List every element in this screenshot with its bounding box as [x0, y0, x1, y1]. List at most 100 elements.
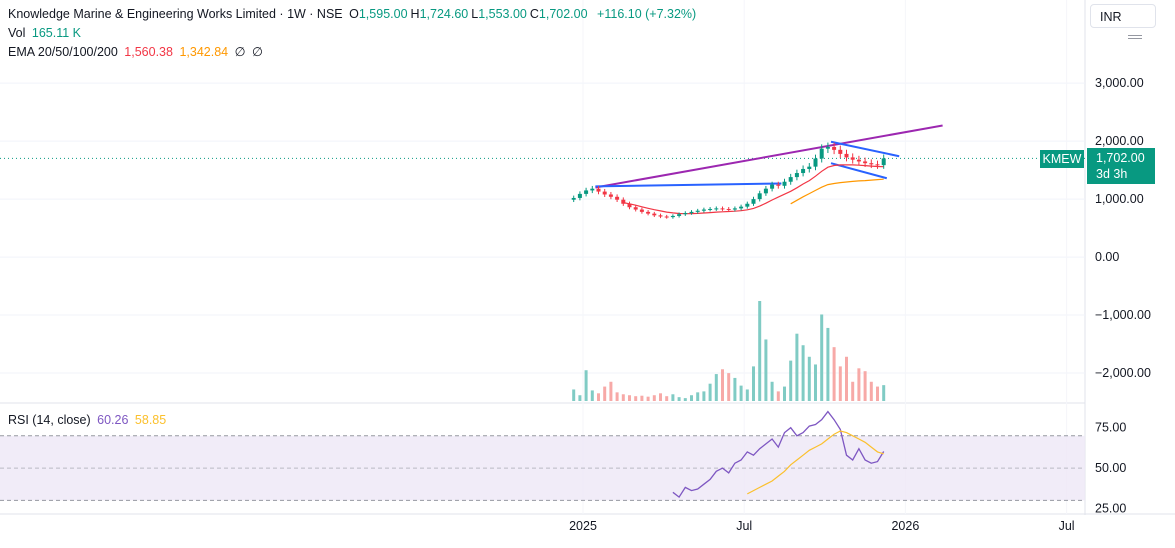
price-tick-label: −1,000.00	[1095, 308, 1151, 322]
candle-body	[633, 207, 638, 210]
volume-bar	[807, 356, 811, 401]
candle-body	[751, 199, 756, 204]
candle-body	[732, 208, 737, 210]
candle-body	[757, 193, 762, 200]
volume-bar	[789, 360, 793, 401]
volume-bar	[745, 389, 749, 401]
volume-label: Vol	[8, 26, 26, 40]
ohlc-value-h: 1,724.60	[419, 7, 469, 21]
price-tick-label: 1,000.00	[1095, 192, 1144, 206]
ohlc-label-h: H	[410, 7, 420, 21]
candle-body	[584, 190, 589, 194]
trendline-blue	[595, 182, 782, 188]
candle-body	[825, 146, 830, 149]
candle-body	[577, 193, 582, 198]
volume-bar	[572, 389, 576, 401]
price-change: +116.10 (+7.32%)	[597, 7, 697, 21]
candle-body	[596, 188, 601, 192]
candle-body	[615, 196, 620, 200]
ema100-value: ∅	[234, 45, 246, 59]
rsi-value: 60.26	[97, 413, 129, 427]
volume-bar	[795, 333, 799, 401]
volume-bar	[628, 395, 631, 401]
rsi-tick-label: 75.00	[1095, 421, 1126, 435]
time-tick-label: Jul	[736, 519, 752, 533]
candle-body	[677, 214, 682, 216]
candle-body	[863, 161, 868, 164]
candle-body	[621, 199, 626, 204]
candle-body	[832, 146, 837, 150]
volume-bar	[838, 366, 842, 401]
candle-body	[838, 149, 843, 154]
volume-bar	[584, 370, 588, 401]
rsi-tick-label: 50.00	[1095, 461, 1126, 475]
volume-bar	[770, 381, 774, 401]
candle-body	[602, 191, 607, 195]
candle-body	[782, 181, 787, 186]
volume-bar	[659, 393, 662, 401]
candle-body	[869, 163, 874, 165]
candle-body	[608, 194, 613, 197]
candle-body	[739, 206, 744, 209]
volume-bar	[882, 385, 886, 401]
time-tick-label: 2025	[569, 519, 597, 533]
symbol-tag: KMEW	[1040, 150, 1084, 168]
drag-handle-icon[interactable]	[1128, 35, 1142, 39]
volume-bar	[783, 386, 786, 401]
rsi-ma-value: 58.85	[134, 413, 167, 427]
ohlc-value-l: 1,553.00	[478, 7, 527, 21]
volume-bar	[671, 394, 675, 401]
last-price-tag: 1,702.00 3d 3h	[1087, 148, 1155, 184]
price-tick-label: 3,000.00	[1095, 76, 1144, 90]
volume-bar	[621, 394, 625, 401]
volume-bar	[609, 381, 613, 401]
ema50-line	[790, 178, 884, 205]
candle-body	[770, 184, 775, 189]
last-price: 1,702.00	[1096, 151, 1145, 165]
price-tick-label: −2,000.00	[1095, 366, 1151, 380]
candle-body	[689, 211, 694, 214]
rsi-line	[672, 410, 885, 499]
volume-value: 165.11 K	[31, 26, 81, 40]
ema50-value: 1,342.84	[179, 45, 229, 59]
volume-bar	[603, 386, 607, 401]
candle-body	[720, 208, 725, 210]
volume-bar	[578, 395, 582, 401]
volume-bar	[727, 373, 731, 401]
candle-body	[652, 213, 657, 216]
volume-bar	[739, 385, 743, 401]
candle-body	[627, 203, 632, 208]
candle-body	[813, 158, 818, 167]
ema-label: EMA 20/50/100/200	[8, 45, 118, 59]
volume-bar	[702, 391, 706, 401]
candle-body	[794, 173, 799, 178]
ema200-value: ∅	[251, 45, 263, 59]
candle-body	[590, 188, 595, 191]
chart-legend-title: Knowledge Marine & Engineering Works Lim…	[8, 7, 699, 21]
candle-body	[881, 158, 886, 166]
ohlc-values: O1,595.00 H1,724.60 L1,553.00 C1,702.00	[349, 7, 590, 21]
candle-body	[819, 148, 824, 159]
currency-button[interactable]: INR	[1090, 4, 1156, 28]
candle-body	[664, 216, 669, 218]
time-tick-label: 2026	[891, 519, 919, 533]
candle-body	[788, 177, 793, 182]
candle-body	[695, 210, 700, 212]
volume-bar	[665, 396, 669, 401]
candle-body	[726, 208, 731, 210]
trendline-purple	[595, 124, 943, 189]
rsi-label: RSI (14, close)	[8, 413, 91, 427]
volume-bar	[721, 369, 724, 401]
volume-bar	[863, 371, 867, 401]
volume-bar	[820, 314, 824, 401]
candle-body	[844, 153, 849, 158]
ohlc-label-o: O	[349, 7, 359, 21]
candle-body	[801, 168, 806, 174]
candle-body	[763, 188, 768, 194]
candle-body	[683, 213, 688, 215]
price-tick-label: 2,000.00	[1095, 134, 1144, 148]
volume-bar	[857, 368, 861, 401]
ohlc-value-c: 1,702.00	[538, 7, 588, 21]
ohlc-value-o: 1,595.00	[358, 7, 408, 21]
